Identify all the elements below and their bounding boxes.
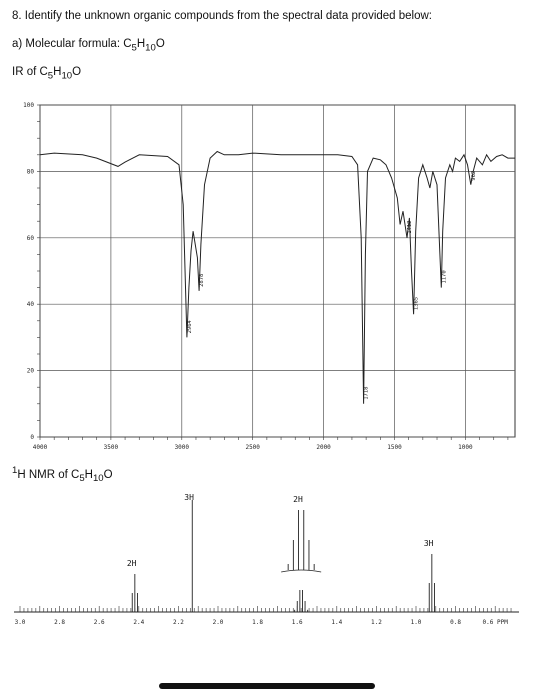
ir-x-tick-label: 1000	[458, 444, 473, 451]
nmr-x-tick-label: 2.2	[173, 619, 184, 626]
ir-y-tick-label: 100	[23, 102, 34, 109]
nmr-integration-label: 2H	[293, 495, 303, 504]
nmr-x-tick-label: 1.4	[331, 619, 342, 626]
ir-peak-label: 1170	[441, 270, 447, 283]
question-title: 8. Identify the unknown organic compound…	[12, 10, 432, 22]
ir-spectrum-label: IR of C5H10O	[12, 66, 82, 82]
ir-x-axis: 4000 3500 3000 2500 2000 1500 1000	[33, 437, 509, 451]
nmr-integration-label: 2H	[127, 559, 137, 568]
ir-peak-label: 1412	[407, 221, 413, 234]
nmr-integration-label: 3H	[184, 493, 194, 502]
ir-y-tick-label: 60	[27, 235, 35, 242]
ir-x-tick-label: 2000	[316, 444, 331, 451]
ir-peak-labels: 2964 2878 1718 1412 1365 1170 962	[187, 171, 477, 400]
nmr-inset-baseline	[281, 569, 322, 573]
nmr-x-tick-label: 1.0	[411, 619, 422, 626]
nmr-x-tick-label: 1.2	[371, 619, 382, 626]
ir-x-tick-label: 4000	[33, 444, 48, 451]
nmr-integration-labels: 2H 3H 2H 3H	[127, 493, 434, 568]
nmr-chart: 3.0 2.8 2.6 2.4 2.2 2.0 1.8 1.6 1.4 1.2 1.0 0.8 0.6 …	[14, 493, 519, 626]
nmr-x-tick-label: 3.0	[15, 619, 26, 626]
ir-peak-label: 2964	[187, 319, 193, 333]
ir-y-axis: 0 20 40 60 80 100	[23, 102, 40, 441]
ir-peak-label: 1718	[364, 387, 370, 400]
nmr-x-tick-label: 0.8	[450, 619, 461, 626]
ir-y-tick-label: 40	[27, 301, 35, 308]
nmr-integration-label: 3H	[424, 539, 434, 548]
nmr-x-tick-label: 0.6 PPM	[483, 619, 509, 626]
ir-y-tick-label: 20	[27, 368, 35, 375]
ir-peak-label: 2878	[199, 274, 205, 287]
nmr-x-tick-label: 2.0	[213, 619, 224, 626]
nmr-x-tick-label: 2.4	[133, 619, 144, 626]
ir-spectrum-trace	[39, 150, 515, 404]
ir-y-tick-label: 0	[30, 434, 34, 441]
nmr-x-tick-label: 1.8	[252, 619, 263, 626]
nmr-spectrum-label: 1H NMR of C5H10O	[12, 465, 113, 485]
ir-x-tick-label: 2500	[245, 444, 260, 451]
ir-chart: 0 20 40 60 80 100 4000 3500 3000 2500 2000 1500 100…	[23, 102, 516, 451]
nmr-x-tick-label: 1.6	[292, 619, 303, 626]
ir-x-tick-label: 3000	[175, 444, 190, 451]
nmr-peaks	[131, 500, 435, 612]
question-part-a: a) Molecular formula: C5H10O	[12, 38, 165, 54]
ir-peak-label: 1365	[414, 297, 420, 310]
nmr-x-axis: 3.0 2.8 2.6 2.4 2.2 2.0 1.8 1.6 1.4 1.2 1.0 0.8 0.6 …	[14, 606, 519, 626]
ir-x-tick-label: 1500	[387, 444, 402, 451]
ir-x-tick-label: 3500	[104, 444, 119, 451]
ir-y-tick-label: 80	[27, 168, 35, 175]
nmr-x-tick-label: 2.8	[54, 619, 65, 626]
ir-grid	[39, 104, 515, 438]
ir-peak-label: 962	[471, 171, 477, 181]
home-indicator	[159, 683, 375, 689]
nmr-x-tick-label: 2.6	[94, 619, 105, 626]
